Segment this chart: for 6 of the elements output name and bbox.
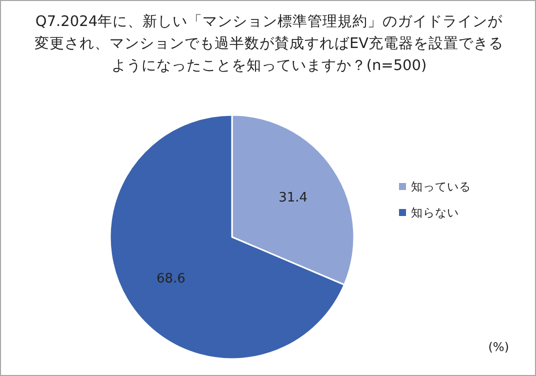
data-label: 68.6: [156, 271, 186, 286]
text: (%): [488, 340, 509, 354]
chart-title: Q7.2024年に、新しい「マンション標準管理規約」のガイドラインが変更され、マンションでも過半数が賛成すればEV充電器を設置できるようになったことを知っていますか？(n=500): [33, 12, 505, 76]
data-label: 31.4: [278, 190, 308, 206]
legend-label: 知っている: [411, 180, 471, 194]
legend-label: 知らない: [411, 206, 459, 220]
